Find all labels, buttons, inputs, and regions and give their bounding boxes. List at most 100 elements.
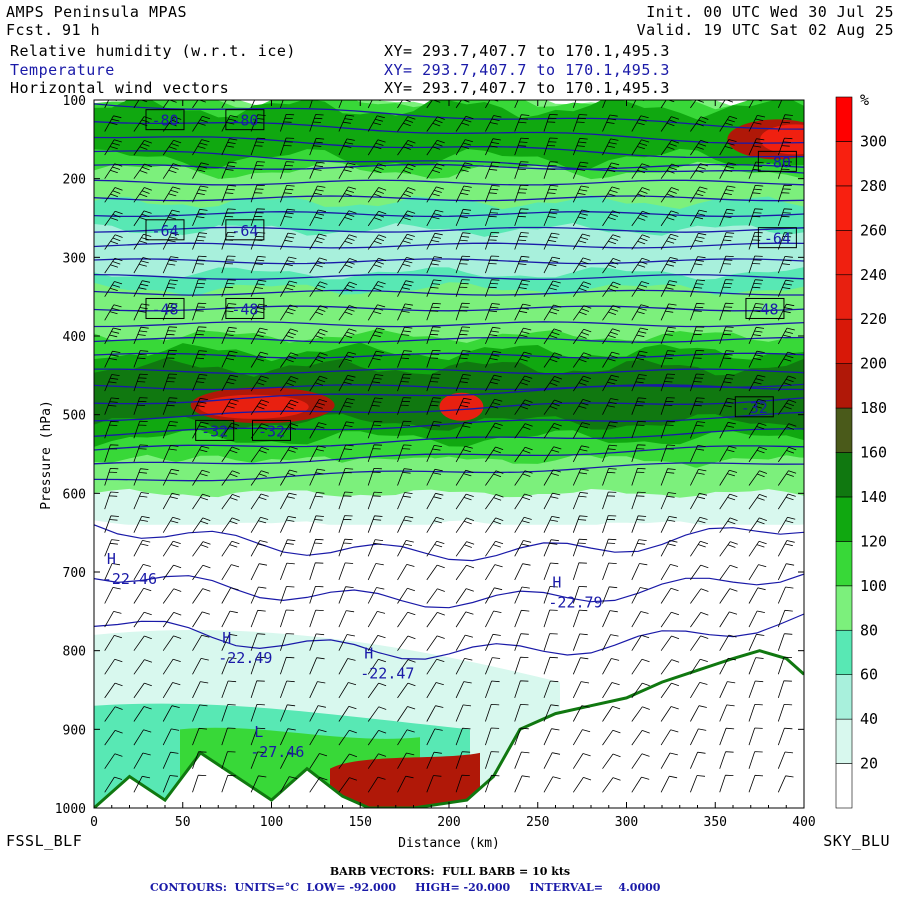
wind-barb <box>602 186 620 203</box>
wind-barb <box>660 611 680 628</box>
wind-barb <box>192 445 210 463</box>
rh-band <box>94 223 804 280</box>
wind-barb <box>309 705 326 722</box>
temperature-label-box <box>745 297 785 319</box>
wind-barb <box>162 186 181 203</box>
x-tick-label: 300 <box>615 815 638 830</box>
wind-barb <box>690 682 708 699</box>
wind-barb <box>543 376 563 392</box>
wind-barb <box>485 185 500 203</box>
wind-barb <box>133 397 148 415</box>
wind-barb <box>250 327 268 345</box>
wind-barb <box>572 422 590 439</box>
wind-barb <box>514 255 530 274</box>
wind-barb <box>543 704 559 722</box>
colorbar-tick-label: 80 <box>860 621 878 639</box>
wind-barb <box>162 421 178 439</box>
wind-barb <box>104 776 123 793</box>
isotherm-line <box>94 613 804 660</box>
wind-barb <box>104 539 120 557</box>
wind-barb <box>192 564 211 581</box>
y-tick-label: 300 <box>63 251 86 266</box>
wind-barb <box>104 635 123 651</box>
wind-barb <box>777 399 797 415</box>
wind-barb <box>543 352 562 368</box>
wind-barb <box>426 516 445 533</box>
wind-barb <box>104 753 123 769</box>
temperature-label-box <box>145 219 185 241</box>
wind-barb <box>192 397 208 415</box>
wind-barb <box>250 446 270 463</box>
wind-barb <box>309 161 325 179</box>
wind-barb <box>338 351 357 368</box>
wind-barb <box>455 374 471 392</box>
temperature-label: -64 <box>151 222 178 240</box>
y-tick-label: 600 <box>63 487 86 502</box>
wind-barb <box>748 494 768 510</box>
wind-barb <box>280 680 295 699</box>
wind-barb <box>162 279 178 297</box>
wind-barb <box>455 421 473 439</box>
wind-barb <box>133 420 148 439</box>
wind-barb <box>338 305 357 321</box>
wind-barb <box>514 516 532 533</box>
wind-barb <box>572 305 592 321</box>
wind-barb <box>280 516 297 533</box>
wind-barb <box>455 397 472 415</box>
wind-barb <box>631 420 646 439</box>
colorbar-tick-label: 120 <box>860 532 887 550</box>
wind-barb <box>397 659 416 675</box>
wind-barb <box>162 233 180 250</box>
extremum-value: -27.46 <box>250 743 304 761</box>
wind-barb <box>133 752 151 769</box>
wind-barb <box>572 515 588 533</box>
wind-barb <box>748 446 767 463</box>
wind-barb <box>104 563 121 581</box>
wind-barb <box>426 468 443 486</box>
extremum-value: -22.47 <box>360 665 414 683</box>
wind-barb <box>572 729 591 746</box>
wind-barb <box>748 185 764 203</box>
wind-barb <box>280 539 296 557</box>
wind-barb <box>426 139 445 156</box>
wind-barb <box>777 114 793 132</box>
wind-barb <box>192 751 207 769</box>
isotherm-line <box>94 524 804 562</box>
wind-barb <box>133 210 152 227</box>
wind-barb <box>455 588 474 604</box>
temperature-label: -48 <box>231 300 258 318</box>
wind-barb <box>572 185 589 203</box>
wind-barb <box>660 706 679 722</box>
wind-barb <box>602 210 621 227</box>
x-tick-label: 250 <box>526 815 549 830</box>
wind-barb <box>309 515 324 533</box>
wind-barb <box>250 232 266 250</box>
wind-barb <box>602 682 620 699</box>
wind-barb <box>719 774 734 793</box>
wind-barb <box>338 258 358 274</box>
wind-barb <box>485 374 502 392</box>
rh-moist-layer <box>330 752 480 808</box>
wind-barb <box>777 279 794 297</box>
wind-barb <box>543 516 560 533</box>
wind-barb <box>543 423 562 439</box>
wind-barb <box>660 210 679 227</box>
wind-barb <box>485 587 503 604</box>
colorbar-tick-label: 20 <box>860 755 878 773</box>
isotherm-line <box>94 305 804 312</box>
wind-barb <box>719 657 736 675</box>
wind-barb <box>338 586 354 604</box>
isotherm-line <box>94 136 804 159</box>
wind-barb <box>250 751 266 769</box>
wind-barb <box>397 468 413 486</box>
wind-barb <box>777 351 796 368</box>
wind-barb <box>572 681 590 699</box>
init-time: Init. 00 UTC Wed 30 Jul 25 <box>646 3 894 21</box>
wind-barb <box>309 233 327 250</box>
wind-barb <box>485 255 500 274</box>
rh-max-blob <box>198 394 309 419</box>
wind-barb <box>250 470 270 486</box>
wind-barb <box>397 587 416 604</box>
wind-barb <box>397 775 414 793</box>
wind-barb <box>455 774 470 793</box>
